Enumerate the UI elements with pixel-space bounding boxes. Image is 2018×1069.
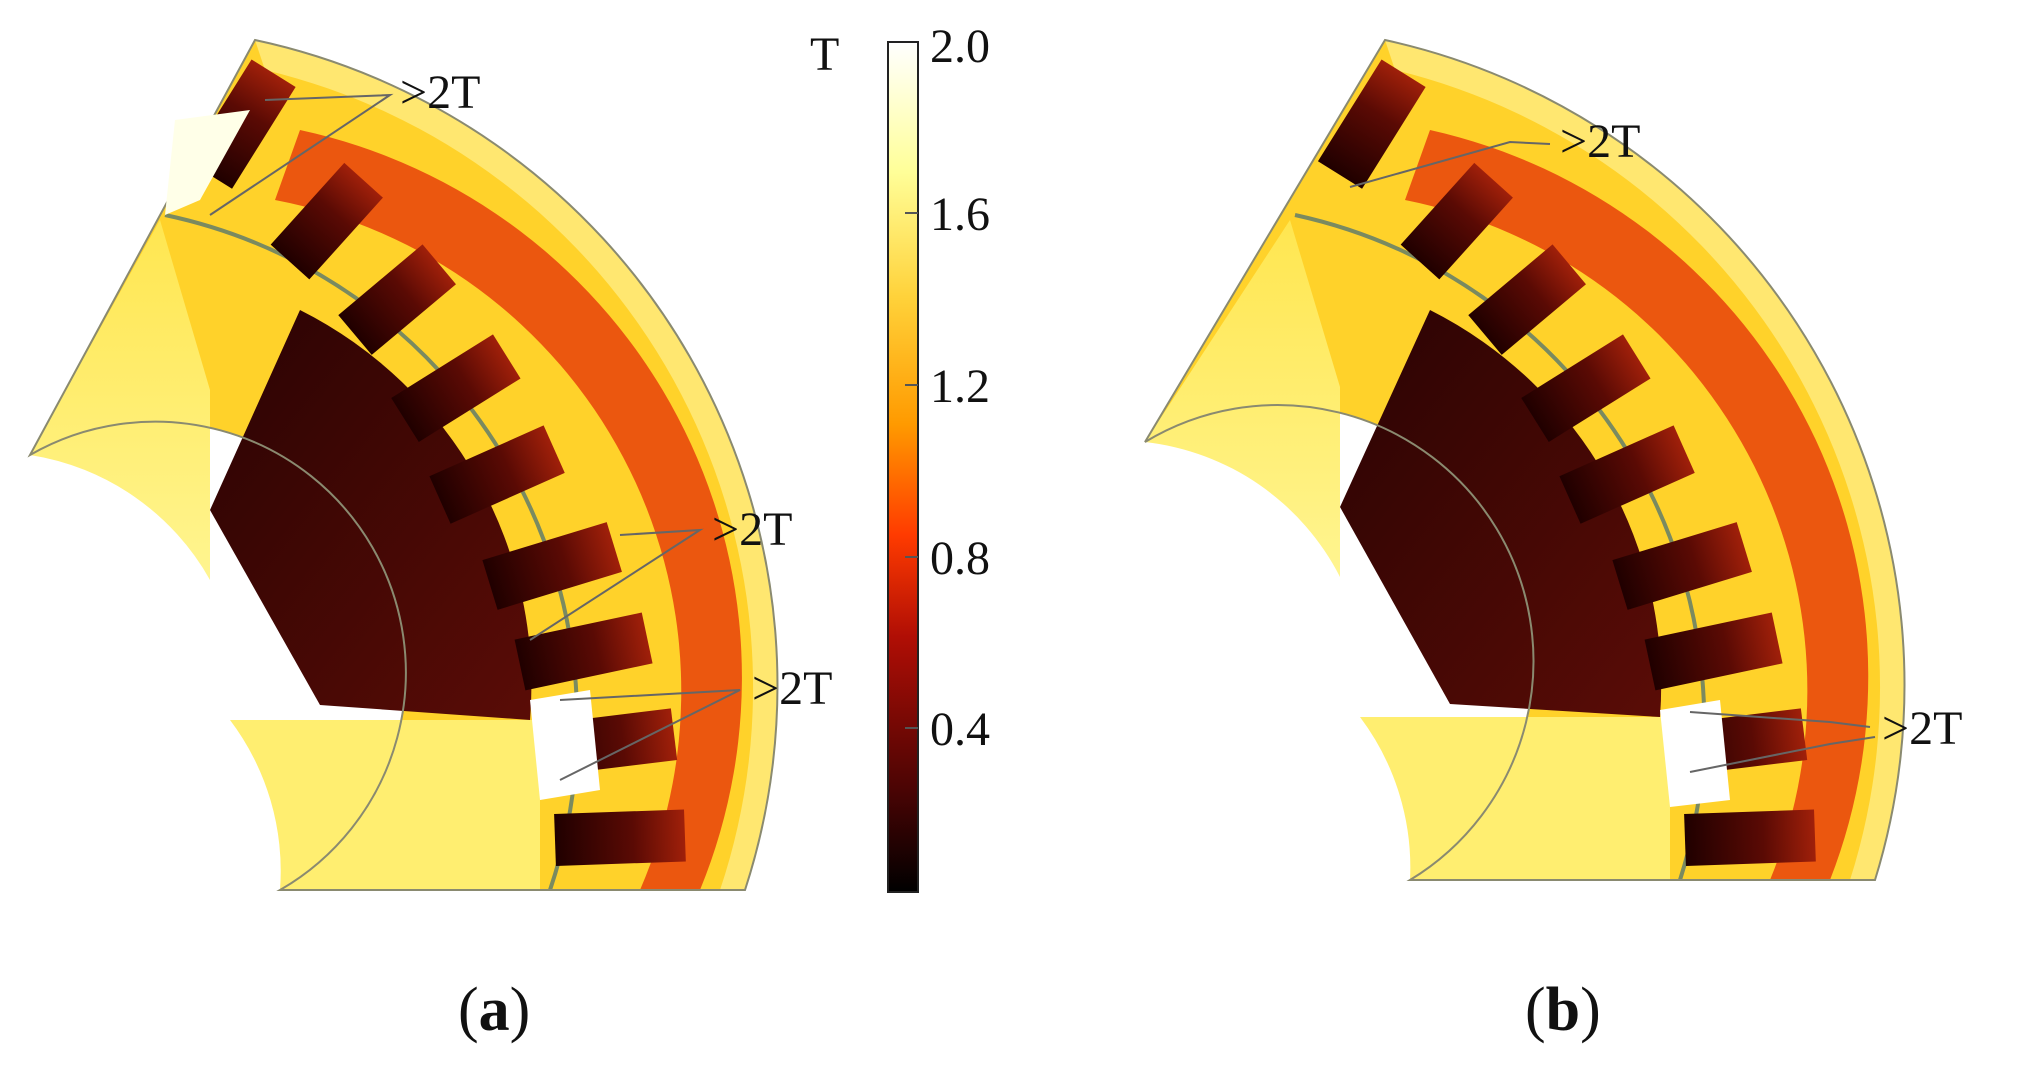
slot	[270, 162, 383, 280]
panel-b-outline	[1144, 38, 1906, 881]
slot	[391, 334, 521, 443]
annotation-label: >2T	[712, 503, 792, 556]
caption-b: (b)	[1525, 976, 1601, 1044]
colorbar-tick-label: 1.2	[930, 360, 990, 413]
slot	[1400, 162, 1513, 280]
caption-a-open: (	[458, 976, 479, 1044]
annotation-label: >2T	[1560, 115, 1640, 168]
rotor-core	[1340, 310, 1662, 717]
colorbar-tick-label: 0.8	[930, 532, 990, 585]
rotor-pole-lower	[1360, 717, 1670, 880]
colorbar: T 2.0 1.6 1.2 0.8 0.4	[810, 20, 990, 893]
slot	[1684, 809, 1816, 866]
annotation-label: >2T	[1882, 702, 1962, 755]
caption-a-letter: a	[479, 976, 510, 1044]
slot	[1521, 334, 1651, 443]
saturated-region	[530, 690, 600, 800]
annotation-leaders	[209, 93, 741, 781]
rotor-pole-lower	[230, 720, 540, 890]
slot	[1612, 522, 1752, 610]
slot	[338, 244, 456, 355]
saturated-region	[1660, 700, 1730, 807]
panel-a-outline	[27, 38, 779, 891]
slot	[482, 522, 622, 610]
rotor-core	[210, 310, 532, 720]
caption-b-close: )	[1580, 976, 1601, 1044]
slot	[554, 809, 686, 866]
panel-a-motor-quarter: >2T >2T >2T	[27, 38, 832, 891]
colorbar-unit: T	[810, 28, 839, 81]
caption-a-close: )	[510, 976, 531, 1044]
colorbar-tick-label: 2.0	[930, 20, 990, 73]
rotor-pole-upper	[30, 220, 210, 580]
colorbar-gradient	[887, 41, 919, 893]
annotation-label: >2T	[752, 662, 832, 715]
stator-slots	[187, 59, 686, 866]
caption-b-open: (	[1525, 976, 1546, 1044]
slot	[1468, 244, 1586, 355]
colorbar-ticks	[905, 212, 918, 729]
slot	[1317, 59, 1426, 189]
colorbar-tick-label: 0.4	[930, 703, 990, 756]
slot	[514, 612, 653, 691]
panel-b-motor-quarter: >2T >2T	[1144, 38, 1962, 881]
annotation-label: >2T	[400, 66, 480, 119]
colorbar-tick-label: 1.6	[930, 188, 990, 241]
rotor-pole-upper	[1145, 220, 1340, 577]
slot	[1644, 612, 1783, 691]
caption-a: (a)	[458, 976, 530, 1044]
caption-b-letter: b	[1546, 976, 1580, 1044]
saturated-region	[165, 110, 250, 215]
slot	[429, 425, 565, 524]
slot	[1559, 425, 1695, 524]
annotation-leaders	[1349, 140, 1876, 773]
